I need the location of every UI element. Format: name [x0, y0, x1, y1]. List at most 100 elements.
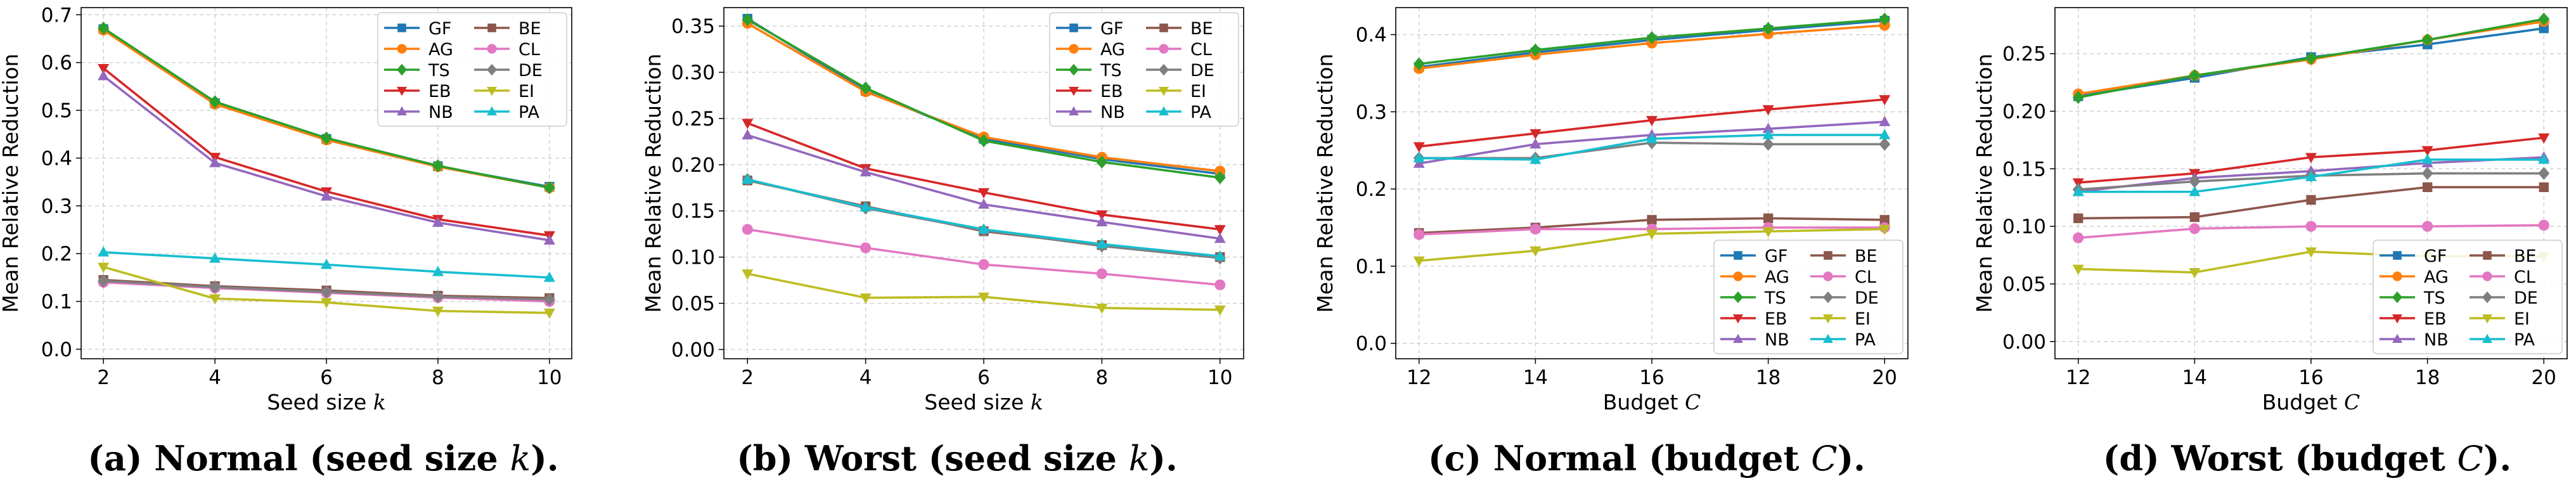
- x-tick-label: 2: [741, 366, 754, 389]
- x-tick-label: 6: [977, 366, 990, 389]
- legend-marker: [487, 106, 497, 115]
- data-point-NB: [1214, 233, 1226, 243]
- caption-end: ).: [531, 438, 558, 479]
- data-point-CL: [978, 259, 989, 270]
- data-point-EI: [978, 292, 989, 303]
- x-tick-label: 6: [320, 366, 333, 389]
- x-tick-label: 20: [2532, 366, 2556, 389]
- series-PA: [98, 246, 555, 282]
- y-axis-label: Mean Relative Reduction: [0, 54, 23, 313]
- chart-panel-1: 0.0 0.1 0.2 0.3 0.4 0.5 0.6 0.7 2 4 6 8 10 Seed size …: [0, 4, 572, 479]
- legend-item-NB: NB: [1056, 103, 1125, 122]
- legend-label: CL: [1190, 40, 1212, 60]
- x-axis-label: Seed size k: [924, 390, 1043, 415]
- legend-marker: [397, 106, 407, 115]
- data-point-DE: [321, 285, 332, 299]
- data-point-BE: [1647, 215, 1657, 225]
- legend-item-NB: NB: [2380, 330, 2449, 350]
- data-point-EB: [2421, 146, 2433, 157]
- data-point-PA: [978, 223, 989, 234]
- x-tick-label: 16: [1639, 366, 1664, 389]
- y-tick-label: 0.3: [41, 195, 72, 218]
- data-point-DE: [209, 280, 221, 294]
- caption-title: Normal (budget: [1493, 438, 1811, 479]
- y-tick-label: 0.5: [41, 100, 72, 122]
- data-point-NB: [432, 216, 444, 227]
- legend-item-BE: BE: [474, 19, 541, 39]
- series-TS: [742, 13, 1226, 184]
- y-tick-label: 0.15: [2002, 158, 2046, 181]
- y-tick-label: 0.00: [671, 338, 715, 361]
- legend-label: NB: [428, 103, 453, 122]
- legend-item-PA: PA: [1810, 330, 1876, 350]
- legend-marker: [487, 23, 496, 32]
- data-point-EI: [1530, 246, 1542, 257]
- data-point-BE: [2306, 195, 2316, 205]
- legend-marker: [1069, 23, 1078, 32]
- legend-label: PA: [1190, 103, 1212, 122]
- x-tick-label: 8: [432, 366, 444, 389]
- legend-box: [1713, 240, 1903, 354]
- caption-label: (d): [2103, 438, 2172, 479]
- legend-item-BE: BE: [2470, 247, 2537, 266]
- legend-label: TS: [1764, 288, 1786, 308]
- legend-item-EI: EI: [1146, 82, 1206, 101]
- legend-label: GF: [1765, 247, 1787, 266]
- data-point-DE: [543, 293, 555, 306]
- legend-marker: [1733, 333, 1743, 343]
- data-point-BE: [2539, 182, 2549, 193]
- data-point-TS: [1096, 155, 1108, 169]
- y-tick-label: 0.25: [671, 108, 715, 131]
- data-point-BE: [1763, 213, 1774, 224]
- legend-item-PA: PA: [474, 103, 540, 122]
- legend-marker: [1159, 44, 1169, 54]
- data-point-TS: [321, 131, 332, 145]
- y-tick-label: 0.10: [2002, 216, 2046, 238]
- data-point-NB: [1879, 115, 1891, 126]
- legend-marker: [1823, 314, 1833, 324]
- data-point-CL: [1414, 229, 1425, 240]
- legend-label: EB: [428, 82, 451, 101]
- data-point-DE: [2189, 174, 2201, 188]
- legend-label: BE: [2514, 247, 2537, 266]
- legend-label: TS: [1100, 61, 1122, 80]
- caption-label: (b): [737, 438, 805, 479]
- data-point-EI: [860, 293, 872, 304]
- y-tick-label: 0.20: [671, 154, 715, 177]
- legend-marker: [397, 23, 406, 32]
- data-point-NB: [543, 234, 555, 245]
- legend-marker: [2482, 314, 2492, 324]
- legend-marker: [1159, 63, 1169, 76]
- x-tick-label: 4: [209, 366, 221, 389]
- legend-label: EI: [518, 82, 534, 101]
- legend-label: EB: [2424, 309, 2447, 329]
- legend-label: TS: [2423, 288, 2445, 308]
- legend-marker: [397, 87, 407, 96]
- caption-title: Worst (seed size: [804, 438, 1129, 479]
- data-point-TS: [742, 13, 754, 27]
- legend-item-CL: CL: [1146, 40, 1212, 60]
- data-point-NB: [209, 157, 221, 167]
- y-tick-label: 0.1: [1356, 255, 1387, 278]
- legend-marker: [1733, 291, 1743, 304]
- data-point-TS: [2189, 68, 2201, 82]
- legend-item-AG: AG: [384, 40, 453, 60]
- data-point-EB: [1646, 116, 1658, 127]
- legend-label: BE: [1190, 19, 1213, 39]
- data-point-PA: [2421, 153, 2433, 164]
- legend-item-EB: EB: [1056, 82, 1123, 101]
- data-point-PA: [1646, 132, 1658, 143]
- series-PA: [1413, 129, 1891, 164]
- x-tick-label: 18: [2415, 366, 2440, 389]
- data-point-DE: [432, 290, 444, 304]
- data-point-PA: [98, 246, 110, 257]
- series-TS: [1413, 12, 1891, 71]
- legend-marker: [1159, 106, 1169, 115]
- legend-marker: [487, 87, 497, 96]
- data-point-NB: [98, 70, 110, 80]
- data-point-PA: [2305, 171, 2317, 181]
- legend-marker: [1823, 291, 1833, 304]
- chart-panel-4: 0.00 0.05 0.10 0.15 0.20 0.25 12 14 16 18 20 Budget…: [1972, 7, 2568, 479]
- series-TS: [98, 22, 555, 195]
